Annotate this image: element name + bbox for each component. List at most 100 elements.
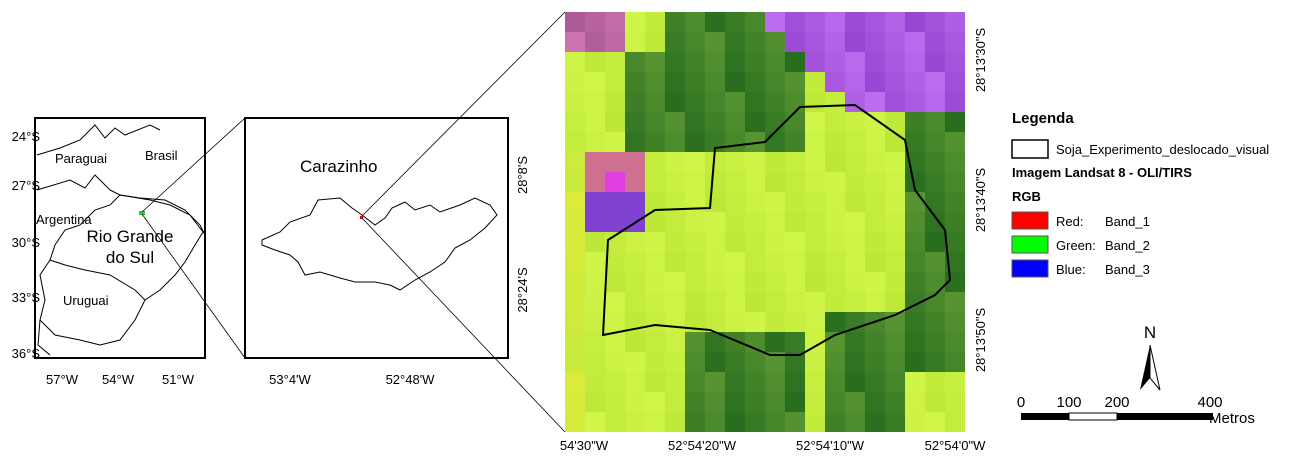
image-pixel (825, 352, 845, 372)
image-pixel (865, 192, 885, 212)
image-pixel (665, 92, 685, 112)
legend-title: Legenda (1012, 110, 1074, 127)
image-pixel (685, 192, 705, 212)
image-pixel (805, 172, 825, 192)
image-pixel (705, 372, 725, 392)
image-pixel (845, 12, 865, 32)
border (39, 259, 146, 346)
image-pixel (845, 352, 865, 372)
image-pixel (885, 272, 905, 292)
image-pixel (885, 412, 905, 432)
place-label: Rio Grande (87, 227, 174, 246)
image-pixel (665, 312, 685, 332)
image-pixel (745, 32, 765, 52)
image-pixel (825, 172, 845, 192)
image-pixel (685, 392, 705, 412)
image-pixel (805, 32, 825, 52)
image-pixel (925, 52, 945, 72)
image-pixel (785, 272, 805, 292)
image-pixel (605, 272, 625, 292)
image-pixel (945, 232, 965, 252)
image-pixel (925, 32, 945, 52)
image-pixel (805, 192, 825, 212)
lon-label: 57°W (46, 372, 79, 387)
band-list: Red: Band_1 Green: Band_2 Blue: Band_3 (1011, 211, 1150, 278)
image-pixel (625, 372, 645, 392)
image-pixel (565, 252, 585, 272)
image-pixel (885, 212, 905, 232)
image-pixel (745, 52, 765, 72)
image-pixel (925, 312, 945, 332)
image-pixel (565, 412, 585, 432)
image-pixel (905, 392, 925, 412)
image-pixel (745, 212, 765, 232)
image-pixel (905, 232, 925, 252)
image-pixel (885, 172, 905, 192)
image-pixel (865, 332, 885, 352)
image-pixel (625, 412, 645, 432)
image-pixel (585, 52, 605, 72)
image-pixel (665, 252, 685, 272)
image-pixel (645, 12, 665, 32)
image-pixel (665, 332, 685, 352)
connector (361, 217, 566, 433)
lat-label: 28°13'30"S (973, 28, 988, 93)
image-pixel (825, 52, 845, 72)
panel-image-labels: 28°13'30"S 28°13'40"S 28°13'50"S 54'30"W… (560, 28, 988, 453)
image-pixel (805, 92, 825, 112)
image-pixel (885, 12, 905, 32)
image-pixel (745, 12, 765, 32)
image-pixel (845, 72, 865, 92)
image-pixel (565, 152, 585, 172)
image-pixel (945, 332, 965, 352)
image-pixel (685, 312, 705, 332)
image-pixel (585, 392, 605, 412)
image-pixel (905, 192, 925, 212)
image-pixel (945, 252, 965, 272)
image-pixel (865, 12, 885, 32)
image-pixel (865, 232, 885, 252)
image-pixel (845, 52, 865, 72)
study-area-marker (360, 216, 363, 219)
image-pixel (605, 12, 625, 32)
image-pixel (885, 252, 905, 272)
image-pixel (725, 72, 745, 92)
band-channel: Red: (1056, 214, 1083, 229)
image-pixel (945, 212, 965, 232)
image-pixel (765, 92, 785, 112)
band-swatch (1011, 235, 1049, 254)
image-pixel (865, 252, 885, 272)
image-pixel (605, 212, 625, 232)
image-pixel (725, 152, 745, 172)
image-pixel (805, 232, 825, 252)
image-pixel (665, 192, 685, 212)
scale-unit: Metros (1209, 410, 1255, 427)
image-pixel (925, 132, 945, 152)
image-pixel (565, 172, 585, 192)
image-pixel (785, 292, 805, 312)
image-pixel (685, 412, 705, 432)
image-pixel (945, 72, 965, 92)
image-pixel (785, 92, 805, 112)
image-pixel (805, 332, 825, 352)
image-pixel (725, 332, 745, 352)
image-pixel (625, 12, 645, 32)
image-pixel (845, 272, 865, 292)
image-pixel (685, 92, 705, 112)
image-pixel (845, 132, 865, 152)
place-label: Paraguai (55, 151, 107, 166)
image-pixel (585, 92, 605, 112)
image-pixel (645, 392, 665, 412)
image-pixel (625, 352, 645, 372)
north-arrow: N (1140, 323, 1161, 391)
image-pixel (665, 152, 685, 172)
band-swatch (1011, 259, 1049, 278)
image-pixel (825, 132, 845, 152)
image-pixel (945, 292, 965, 312)
image-pixel (825, 232, 845, 252)
image-pixel (925, 332, 945, 352)
image-pixel (885, 92, 905, 112)
image-pixel (625, 112, 645, 132)
image-pixel (765, 192, 785, 212)
image-pixel (685, 252, 705, 272)
